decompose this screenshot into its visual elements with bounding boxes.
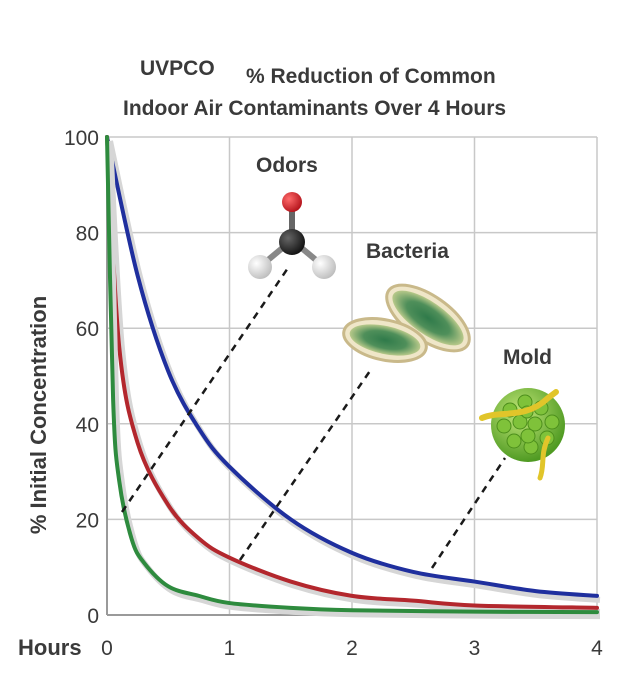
x-tick-label: 0 [101,637,113,660]
annotation-mold: Mold [503,346,552,369]
series-line-3 [105,135,599,615]
x-tick-labels: 0 1 2 3 4 [101,637,603,660]
series-shadow-3 [107,140,601,620]
bacteria-icon [342,283,471,363]
y-tick-label: 40 [76,414,99,437]
x-tick-label: 2 [346,637,358,660]
annotation-odors: Odors [256,154,318,177]
mold-pointer-line [430,457,507,569]
brand-label: UVPCO [140,57,215,80]
series-line-1 [105,135,599,598]
grid [106,136,598,616]
molecule-icon [248,192,336,279]
series-shadow-2 [107,140,601,615]
y-tick-label: 20 [76,509,99,532]
series-line-2 [105,135,599,610]
y-tick-label: 0 [87,605,99,628]
odors-pointer-line [120,264,292,513]
y-tick-label: 100 [64,127,99,150]
x-tick-label: 1 [224,637,236,660]
x-tick-label: 4 [591,637,603,660]
mold-spore-icon [479,388,565,481]
y-tick-label: 60 [76,318,99,341]
y-tick-labels: 0 20 40 60 80 100 [64,127,99,628]
annotation-bacteria: Bacteria [366,240,449,263]
series-lines [105,135,601,620]
y-tick-label: 80 [76,223,99,246]
chart-title-line1: % Reduction of Common [246,65,496,88]
chart-title-line2: Indoor Air Contaminants Over 4 Hours [123,97,506,120]
y-axis-title: % Initial Concentration [26,296,51,534]
x-tick-label: 3 [469,637,481,660]
x-axis-title: Hours [18,635,82,660]
